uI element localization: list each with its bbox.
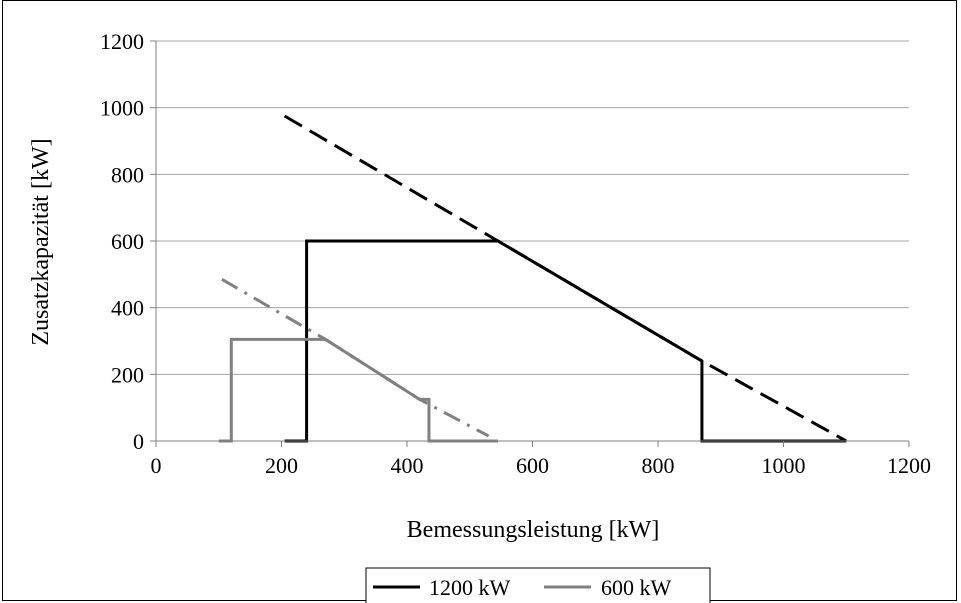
x-tick-label-0: 0 [151, 453, 162, 478]
legend-label-600kw: 600 kW [601, 575, 672, 600]
tick-labels: 0 200 400 600 800 1000 1200 0 200 400 600 800 1000 12… [100, 29, 931, 478]
y-axis-title: Zusatzkapazität [kW] [28, 138, 54, 345]
x-tick-label-600: 600 [516, 453, 549, 478]
x-axis-title: Bemessungsleistung [kW] [407, 517, 660, 543]
series-600kw-dashdot-line [221, 278, 490, 438]
y-tick-label-1200: 1200 [100, 29, 144, 54]
y-tick-label-0: 0 [133, 429, 144, 454]
x-tick-label-400: 400 [391, 453, 424, 478]
y-tick-label-800: 800 [111, 162, 144, 187]
gridlines [156, 40, 909, 375]
series-lines [218, 114, 847, 443]
series-1200kw-dashed-line [283, 114, 847, 443]
series-600kw-solid-line [218, 337, 498, 443]
legend: 1200 kW 600 kW [365, 567, 711, 603]
y-tick-label-600: 600 [111, 229, 144, 254]
x-tick-label-1000: 1000 [762, 453, 806, 478]
series-1200kw-solid-line [284, 239, 847, 443]
y-tick-label-1000: 1000 [100, 96, 144, 121]
y-tick-label-200: 200 [111, 362, 144, 387]
y-tick-label-400: 400 [111, 296, 144, 321]
x-tick-label-800: 800 [642, 453, 675, 478]
x-tick-label-200: 200 [265, 453, 298, 478]
legend-box [365, 567, 711, 603]
x-tick-label-1200: 1200 [887, 453, 931, 478]
axes [150, 40, 910, 447]
legend-label-1200kw: 1200 kW [429, 575, 511, 600]
